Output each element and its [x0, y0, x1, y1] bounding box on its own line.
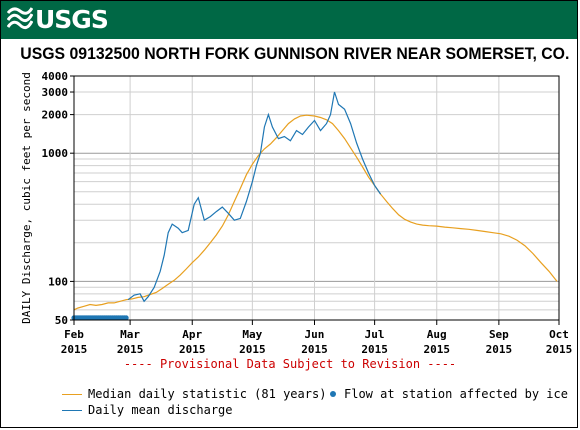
x-tick-label-month: Sep [489, 328, 509, 341]
x-tick-label-month: Oct [549, 328, 569, 341]
y-tick-label: 4000 [42, 70, 69, 83]
legend-daily-mean: Daily mean discharge [62, 403, 233, 417]
x-tick-label-month: Jun [305, 328, 325, 341]
legend-daily-mean-swatch [62, 409, 82, 411]
legend-ice-dot [330, 391, 336, 397]
y-tick-label: 50 [55, 314, 68, 327]
usgs-banner: USGS [1, 1, 577, 39]
x-tick-label-year: 2015 [361, 343, 388, 356]
x-tick-label-month: Aug [427, 328, 447, 341]
provisional-note: ---- Provisional Data Subject to Revisio… [123, 357, 457, 371]
legend-ice-label: Flow at station affected by ice [344, 387, 568, 401]
x-tick-label-month: Feb [64, 328, 84, 341]
axis-labels: Feb 2015 Mar 2015 Apr 2015 May 2015 Jun 2015 Jul 20… [42, 70, 573, 356]
x-tick-label-month: Apr [182, 328, 202, 341]
y-tick-label: 2000 [42, 109, 69, 122]
y-tick-label: 3000 [42, 86, 69, 99]
y-axis-label: DAILY Discharge, cubic feet per second [20, 72, 33, 324]
chart-title: USGS 09132500 NORTH FORK GUNNISON RIVER … [20, 44, 570, 63]
x-tick-label-month: Jul [365, 328, 385, 341]
x-tick-label-year: 2015 [239, 343, 266, 356]
legend-ice: Flow at station affected by ice [330, 387, 568, 401]
legend-daily-mean-label: Daily mean discharge [88, 403, 233, 417]
plot-area-border [73, 75, 560, 321]
grid-lines [73, 75, 560, 320]
legend-median-swatch [62, 393, 82, 395]
usgs-logo: USGS [7, 5, 109, 35]
x-tick-label-year: 2015 [301, 343, 328, 356]
legend-median: Median daily statistic (81 years) [62, 387, 326, 401]
x-tick-label-year: 2015 [423, 343, 450, 356]
y-tick-label: 100 [48, 275, 68, 288]
x-tick-label-year: 2015 [179, 343, 206, 356]
y-tick-label: 1000 [42, 147, 69, 160]
daily-mean-series-line [127, 91, 382, 303]
legend-median-label: Median daily statistic (81 years) [88, 387, 327, 401]
plot-lines [71, 91, 558, 321]
x-tick-label-year: 2015 [486, 343, 513, 356]
median-series-line [73, 114, 558, 311]
x-tick-label-month: Mar [120, 328, 140, 341]
x-tick-label-year: 2015 [546, 343, 573, 356]
x-tick-label-month: May [242, 328, 262, 341]
x-tick-label-year: 2015 [61, 343, 88, 356]
usgs-logo-text: USGS [35, 5, 109, 34]
x-tick-label-year: 2015 [117, 343, 144, 356]
ice-affected-point [123, 315, 129, 321]
usgs-wave-icon [7, 7, 33, 30]
